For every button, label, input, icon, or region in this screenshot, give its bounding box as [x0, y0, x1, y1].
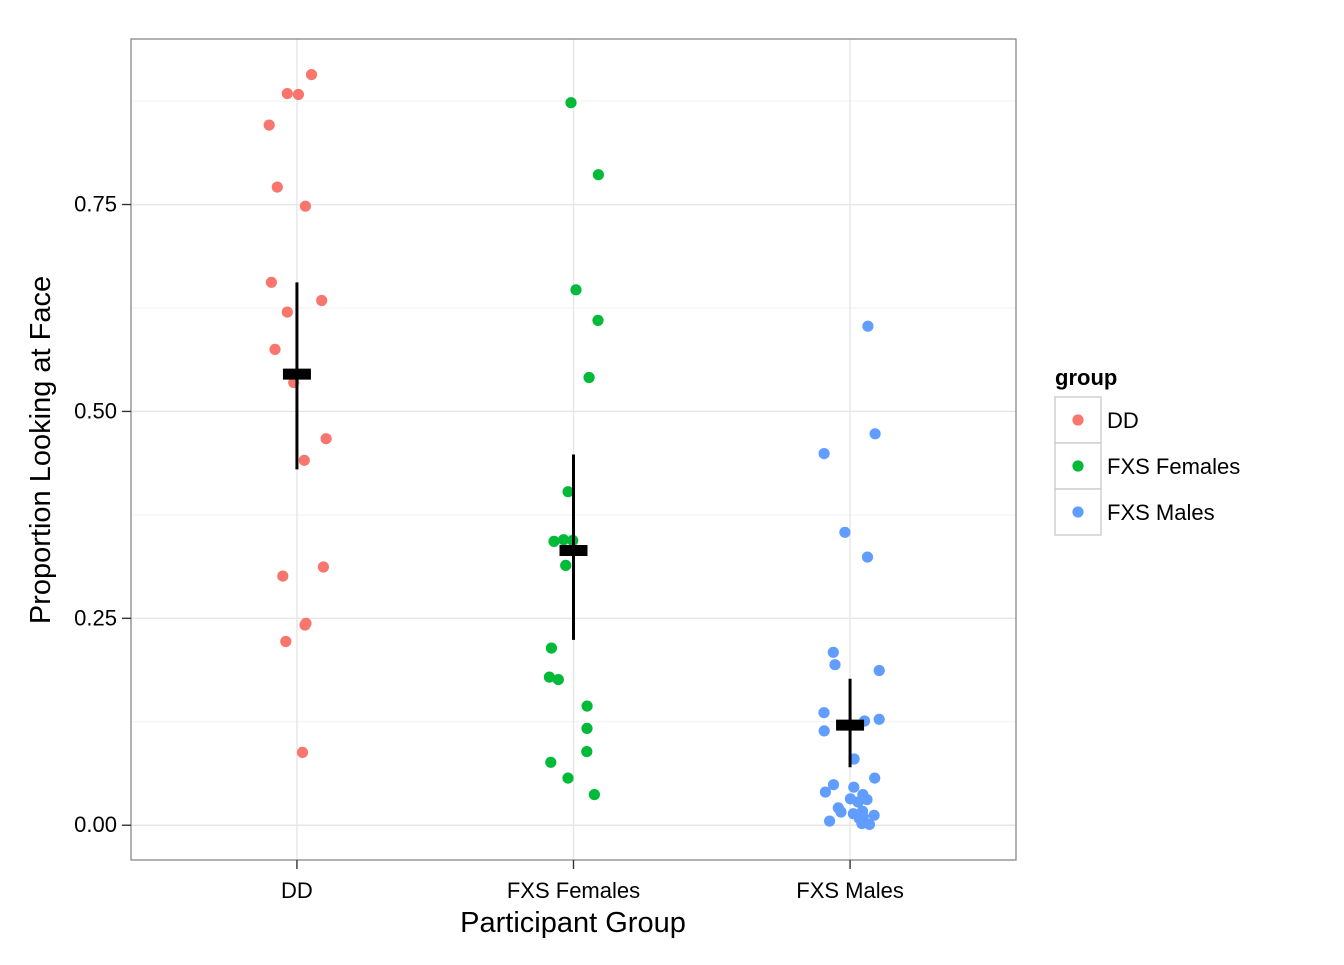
data-point	[861, 794, 873, 806]
y-axis-title: Proportion Looking at Face	[25, 276, 57, 624]
data-point	[592, 314, 604, 326]
data-point	[545, 642, 558, 654]
legend-key-point	[1072, 414, 1084, 426]
legend-label: FXS Females	[1107, 454, 1240, 479]
data-point	[543, 671, 556, 683]
data-point	[281, 88, 293, 100]
data-point	[277, 570, 289, 582]
data-point	[292, 88, 304, 101]
data-point	[316, 294, 328, 307]
data-point	[299, 200, 311, 212]
data-point	[861, 551, 874, 563]
data-point	[271, 181, 283, 193]
data-point	[824, 815, 836, 827]
data-point	[565, 97, 577, 109]
data-point	[299, 619, 311, 631]
data-point	[581, 746, 593, 758]
y-axis: 0.00 0.25 0.50 0.75	[74, 192, 131, 837]
data-point	[818, 725, 830, 737]
data-point	[827, 646, 839, 658]
data-point	[552, 674, 564, 686]
x-tick-label: DD	[281, 878, 313, 903]
y-tick-label: 0.25	[74, 605, 117, 630]
data-point	[819, 786, 832, 798]
legend-label: DD	[1107, 408, 1139, 433]
data-point	[588, 789, 601, 801]
data-point	[581, 700, 593, 712]
y-tick-label: 0.50	[74, 398, 117, 423]
data-point	[829, 659, 841, 671]
data-point	[852, 796, 864, 808]
data-point	[835, 806, 847, 818]
data-point	[548, 535, 560, 548]
legend: group DD FXS Females FXS Males	[1054, 365, 1240, 536]
data-point	[839, 526, 851, 538]
legend-key-point	[1072, 460, 1084, 472]
x-axis: DD FXS Females FXS Males	[281, 860, 904, 903]
data-point	[265, 276, 277, 288]
data-point	[873, 664, 885, 677]
data-point	[280, 635, 292, 648]
y-tick-label: 0.00	[74, 812, 117, 837]
data-points	[263, 69, 885, 831]
x-axis-title: Participant Group	[460, 907, 686, 939]
data-point	[869, 428, 881, 440]
data-point	[296, 746, 309, 759]
data-point	[320, 433, 332, 445]
data-point	[560, 559, 572, 572]
data-point	[873, 713, 885, 725]
data-point	[562, 772, 574, 784]
data-point	[583, 371, 595, 384]
data-point	[298, 454, 310, 466]
data-point	[848, 781, 860, 793]
data-point	[305, 69, 318, 81]
data-point	[592, 169, 605, 181]
data-point	[869, 772, 881, 784]
data-point	[269, 343, 281, 355]
data-point	[863, 818, 876, 831]
x-tick-label: FXS Females	[507, 878, 640, 903]
data-point	[862, 320, 874, 332]
data-point	[581, 722, 593, 735]
data-point	[317, 561, 329, 573]
x-tick-label: FXS Males	[796, 878, 904, 903]
data-point	[827, 779, 840, 791]
legend-title: group	[1055, 365, 1117, 390]
data-point	[545, 756, 557, 768]
summary-intervals	[282, 282, 865, 768]
data-point	[868, 809, 880, 821]
legend-key-point	[1072, 506, 1084, 518]
y-tick-label: 0.75	[74, 192, 117, 217]
legend-label: FXS Males	[1107, 500, 1215, 525]
data-point	[558, 534, 570, 546]
data-point	[818, 707, 830, 719]
data-point	[562, 486, 574, 498]
data-point	[818, 448, 830, 460]
data-point	[263, 119, 275, 131]
data-point	[570, 284, 582, 296]
data-point	[281, 306, 293, 318]
